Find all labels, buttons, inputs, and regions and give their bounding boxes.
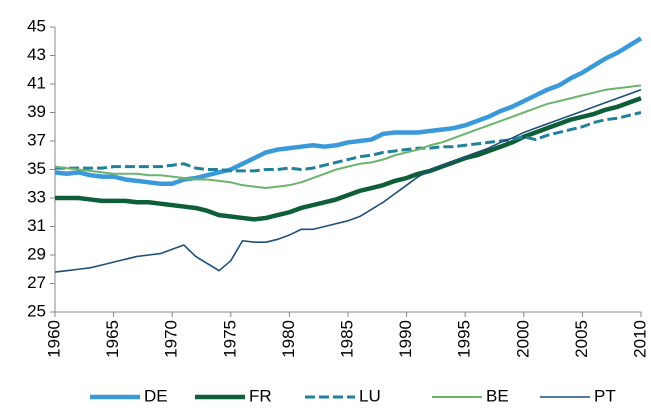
series-line <box>54 36 643 186</box>
y-tick-label: 43 <box>27 45 46 64</box>
x-tick-label: 1960 <box>44 320 63 358</box>
y-tick-label: 37 <box>27 130 46 149</box>
x-tick-label: 1980 <box>279 320 298 358</box>
series-line <box>54 88 642 273</box>
legend-label: BE <box>486 386 509 405</box>
series-line <box>54 84 642 190</box>
legend-label: LU <box>359 386 381 405</box>
legend-item: PT <box>540 386 616 405</box>
y-tick-label: 45 <box>27 16 46 35</box>
y-tick-label: 35 <box>27 159 46 178</box>
y-tick-label: 25 <box>27 301 46 320</box>
series-line <box>55 111 642 173</box>
y-tick-label: 29 <box>27 244 46 263</box>
legend-label: PT <box>594 386 616 405</box>
y-tick-label: 33 <box>27 187 46 206</box>
legend-item: DE <box>90 386 168 405</box>
y-tick-label: 27 <box>27 273 46 292</box>
x-tick-label: 1975 <box>220 320 239 358</box>
legend-label: DE <box>144 386 168 405</box>
x-tick-label: 2000 <box>513 320 532 358</box>
y-tick-label: 31 <box>27 216 46 235</box>
y-tick-label: 39 <box>27 102 46 121</box>
legend-item: BE <box>432 386 509 405</box>
x-tick-label: 2005 <box>572 320 591 358</box>
legend-item: LU <box>305 386 381 405</box>
x-tick-label: 2010 <box>630 320 649 358</box>
x-tick-label: 1970 <box>162 320 181 358</box>
legend-item: FR <box>195 386 272 405</box>
legend-label: FR <box>249 386 272 405</box>
series-line <box>55 96 642 222</box>
x-tick-label: 1965 <box>103 320 122 358</box>
y-tick-label: 41 <box>27 73 46 92</box>
x-tick-label: 1995 <box>455 320 474 358</box>
x-tick-label: 1985 <box>337 320 356 358</box>
x-tick-label: 1990 <box>396 320 415 358</box>
